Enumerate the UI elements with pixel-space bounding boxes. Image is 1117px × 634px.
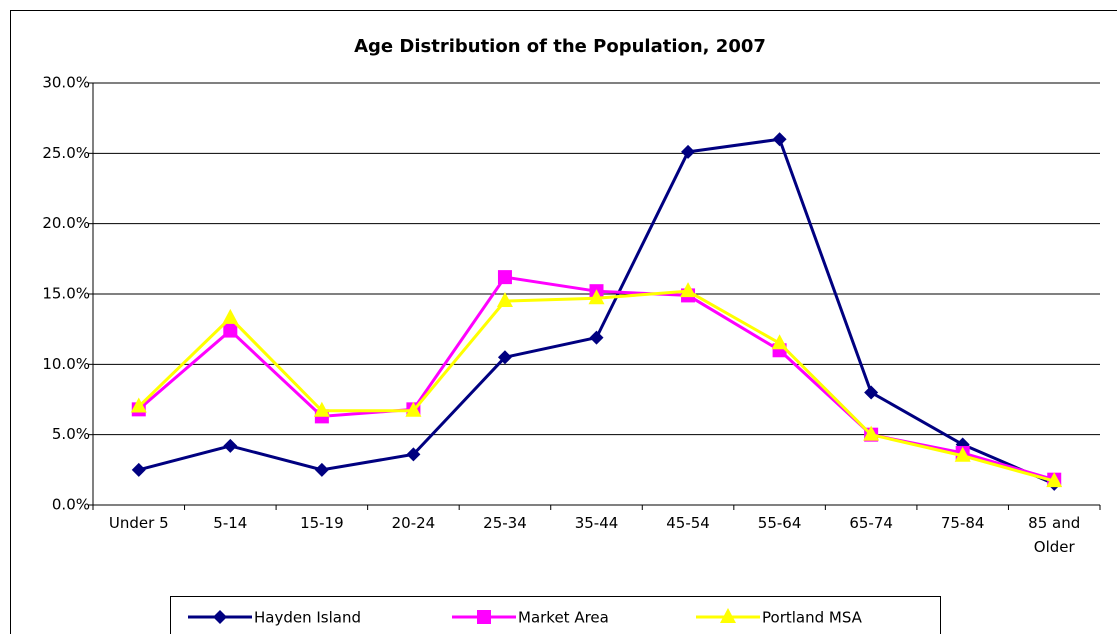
marker — [497, 270, 512, 285]
legend-box — [170, 596, 941, 634]
x-tick-label: 45-54 — [666, 514, 710, 532]
y-tick-label: 25.0% — [42, 144, 90, 162]
marker — [477, 610, 491, 624]
chart-title: Age Distribution of the Population, 2007 — [354, 36, 766, 57]
marker — [131, 462, 146, 477]
x-tick-label: 25-34 — [483, 514, 527, 532]
legend-label: Hayden Island — [254, 609, 361, 627]
x-tick-label: 75-84 — [940, 514, 985, 532]
y-tick-label: 20.0% — [42, 214, 90, 232]
x-tick-label: 85 and Older — [1028, 514, 1081, 556]
marker — [863, 425, 880, 441]
marker — [681, 144, 696, 159]
marker — [406, 447, 421, 462]
marker — [589, 330, 604, 345]
series-line — [137, 289, 1055, 483]
series-line — [137, 275, 1055, 482]
x-tick-label: Under 5 — [108, 514, 169, 532]
marker — [223, 438, 238, 453]
x-tick-label: 55-64 — [757, 514, 802, 532]
marker — [130, 397, 147, 413]
marker — [222, 308, 239, 324]
marker — [405, 401, 422, 417]
y-tick-label: 15.0% — [42, 285, 90, 303]
marker — [313, 401, 330, 417]
marker — [771, 334, 788, 350]
chart-frame — [10, 10, 1117, 634]
y-tick-label: 30.0% — [42, 74, 90, 92]
marker — [497, 350, 512, 365]
x-tick-label: 5-14 — [213, 514, 248, 532]
marker — [496, 292, 513, 308]
marker — [772, 132, 787, 147]
x-tick-label: 15-19 — [300, 514, 344, 532]
marker — [223, 323, 238, 338]
marker — [1046, 472, 1063, 488]
y-tick-label: 0.0% — [52, 496, 90, 514]
x-tick-label: 20-24 — [391, 514, 436, 532]
marker — [213, 610, 227, 624]
y-tick-label: 10.0% — [42, 355, 90, 373]
marker — [680, 282, 697, 298]
legend-label: Market Area — [518, 609, 609, 627]
marker — [588, 289, 605, 305]
marker — [954, 446, 971, 462]
series-line — [138, 137, 1055, 486]
marker — [720, 608, 736, 623]
x-tick-label: 35-44 — [574, 514, 619, 532]
marker — [314, 462, 329, 477]
x-tick-label: 65-74 — [849, 514, 893, 532]
legend-label: Portland MSA — [762, 609, 863, 627]
y-tick-label: 5.0% — [52, 425, 90, 443]
marker — [864, 385, 879, 400]
